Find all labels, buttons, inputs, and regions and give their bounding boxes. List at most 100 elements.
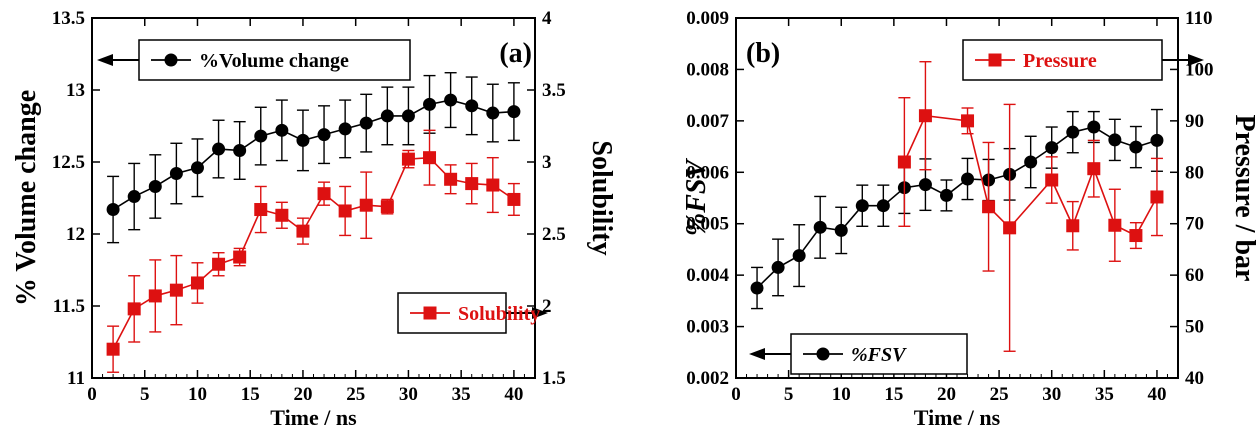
series-solubility <box>106 129 521 373</box>
x-tick-label: 10 <box>188 384 207 405</box>
y-left-axis-label: % Volume change <box>11 90 42 306</box>
y-right-tick-label: 3.5 <box>542 80 566 101</box>
x-tick-label: 20 <box>937 384 956 405</box>
data-point <box>982 200 996 214</box>
y-left-tick-label: 0.003 <box>686 317 729 338</box>
arrow-left-icon <box>749 348 765 360</box>
data-point <box>380 200 394 214</box>
x-tick-label: 5 <box>140 384 150 405</box>
data-point <box>169 283 183 297</box>
y-left-tick-label: 0.007 <box>686 111 729 132</box>
data-point <box>212 257 226 271</box>
y-right-tick-label: 70 <box>1185 214 1204 235</box>
y-right-tick-label: 2.5 <box>542 224 566 245</box>
y-left-axis-label: %FSV <box>681 158 712 237</box>
y-left-tick-label: 0.004 <box>686 265 729 286</box>
x-tick-label: 25 <box>990 384 1009 405</box>
y-left-tick-label: 13.5 <box>52 8 85 29</box>
legend-label: %FSV <box>851 344 907 366</box>
y-left-tick-label: 11.5 <box>53 296 85 317</box>
y-left-tick-label: 0.002 <box>686 368 729 389</box>
data-point <box>317 128 331 142</box>
y-right-axis-label: Pressure / bar <box>1229 115 1258 282</box>
data-point <box>106 203 120 217</box>
x-tick-label: 35 <box>1095 384 1114 405</box>
data-point <box>465 177 479 191</box>
data-point <box>296 224 310 238</box>
x-tick-label: 40 <box>504 384 523 405</box>
data-point <box>212 142 226 156</box>
y-right-tick-label: 60 <box>1185 265 1204 286</box>
data-point <box>1045 173 1059 187</box>
y-right-tick-label: 50 <box>1185 317 1204 338</box>
legend-label: Solubility <box>458 303 540 325</box>
series-pressure <box>897 61 1164 352</box>
data-point <box>1150 133 1164 147</box>
data-point <box>275 208 289 222</box>
data-point <box>233 143 247 157</box>
data-point <box>401 109 415 123</box>
y-right-tick-label: 40 <box>1185 368 1204 389</box>
data-point <box>254 203 268 217</box>
y-right-tick-label: 80 <box>1185 162 1204 183</box>
legend-marker <box>816 347 830 361</box>
legend-right: Pressure <box>962 39 1204 81</box>
x-tick-label: 30 <box>1042 384 1061 405</box>
data-point <box>897 155 911 169</box>
x-axis-label: Time / ns <box>914 405 1001 430</box>
data-point <box>106 342 120 356</box>
y-left-tick-label: 12.5 <box>52 152 85 173</box>
y-right-axis-label: Solubility <box>586 140 617 255</box>
data-point <box>1108 133 1122 147</box>
data-point <box>190 276 204 290</box>
data-point <box>918 109 932 123</box>
data-point <box>792 249 806 263</box>
arrow-right-icon <box>1188 54 1204 66</box>
y-left-tick-label: 0.005 <box>686 214 729 235</box>
data-point <box>444 172 458 186</box>
legend-marker <box>988 53 1002 67</box>
data-point <box>359 198 373 212</box>
data-point <box>834 223 848 237</box>
legend-marker <box>164 53 178 67</box>
legend-left: %Volume change <box>97 39 411 81</box>
data-point <box>1003 221 1017 235</box>
data-point <box>296 133 310 147</box>
y-left-tick-label: 12 <box>66 224 85 245</box>
data-point <box>233 250 247 264</box>
data-point <box>486 178 500 192</box>
data-point <box>465 99 479 113</box>
data-point <box>444 93 458 107</box>
data-point <box>1045 141 1059 155</box>
data-point <box>918 178 932 192</box>
data-point <box>275 123 289 137</box>
x-axis-label: Time / ns <box>270 405 357 430</box>
data-point <box>148 179 162 193</box>
x-tick-label: 10 <box>832 384 851 405</box>
arrow-left-icon <box>97 54 113 66</box>
data-point <box>423 97 437 111</box>
y-right-tick-label: 2 <box>542 296 552 317</box>
legend-marker <box>423 306 437 320</box>
data-point <box>317 187 331 201</box>
legend-left: %FSV <box>749 333 968 375</box>
y-left-tick-label: 0.008 <box>686 59 729 80</box>
legend-label: Pressure <box>1023 50 1097 72</box>
data-point <box>127 302 141 316</box>
y-right-tick-label: 100 <box>1185 59 1214 80</box>
data-point <box>359 116 373 130</box>
y-right-tick-label: 3 <box>542 152 552 173</box>
data-point <box>1066 219 1080 233</box>
x-tick-label: 20 <box>293 384 312 405</box>
x-tick-label: 0 <box>731 384 741 405</box>
data-point <box>771 260 785 274</box>
data-point <box>127 190 141 204</box>
y-left-tick-label: 11 <box>67 368 85 389</box>
data-point <box>254 129 268 143</box>
y-left-tick-label: 0.009 <box>686 8 729 29</box>
y-right-tick-label: 90 <box>1185 111 1204 132</box>
y-right-tick-label: 110 <box>1185 8 1212 29</box>
x-tick-label: 40 <box>1147 384 1166 405</box>
legend-right: Solubility <box>397 292 548 334</box>
x-tick-label: 25 <box>346 384 365 405</box>
